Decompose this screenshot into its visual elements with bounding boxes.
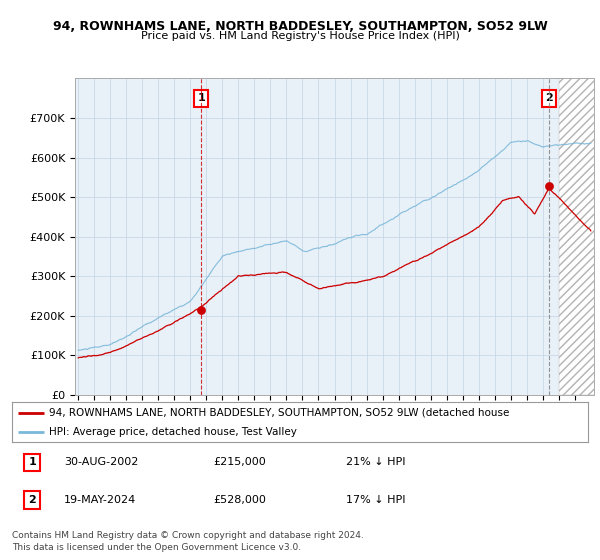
Text: 1: 1	[197, 93, 205, 103]
Text: 21% ↓ HPI: 21% ↓ HPI	[346, 458, 406, 468]
Text: £215,000: £215,000	[214, 458, 266, 468]
Text: Contains HM Land Registry data © Crown copyright and database right 2024.: Contains HM Land Registry data © Crown c…	[12, 531, 364, 540]
Text: HPI: Average price, detached house, Test Valley: HPI: Average price, detached house, Test…	[49, 427, 298, 436]
Text: Price paid vs. HM Land Registry's House Price Index (HPI): Price paid vs. HM Land Registry's House …	[140, 31, 460, 41]
Text: 1: 1	[28, 458, 36, 468]
Text: This data is licensed under the Open Government Licence v3.0.: This data is licensed under the Open Gov…	[12, 543, 301, 552]
Text: 2: 2	[545, 93, 553, 103]
Text: £528,000: £528,000	[214, 495, 266, 505]
Point	[196, 305, 206, 314]
Text: 17% ↓ HPI: 17% ↓ HPI	[346, 495, 406, 505]
Text: 94, ROWNHAMS LANE, NORTH BADDESLEY, SOUTHAMPTON, SO52 9LW: 94, ROWNHAMS LANE, NORTH BADDESLEY, SOUT…	[53, 20, 547, 32]
Point	[544, 181, 554, 190]
Text: 19-MAY-2024: 19-MAY-2024	[64, 495, 136, 505]
Text: 30-AUG-2002: 30-AUG-2002	[64, 458, 138, 468]
Text: 94, ROWNHAMS LANE, NORTH BADDESLEY, SOUTHAMPTON, SO52 9LW (detached house: 94, ROWNHAMS LANE, NORTH BADDESLEY, SOUT…	[49, 408, 510, 418]
Text: 2: 2	[28, 495, 36, 505]
